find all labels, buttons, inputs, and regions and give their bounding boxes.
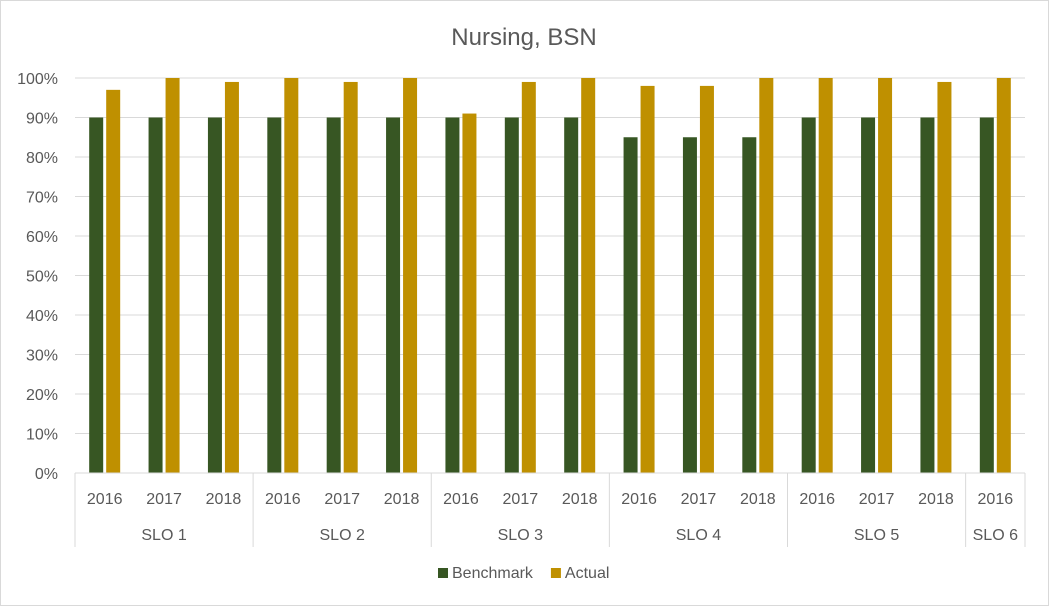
bar-actual — [521, 81, 536, 473]
y-tick-label: 50% — [26, 269, 58, 286]
x-group-label: SLO 3 — [498, 527, 543, 544]
bar-benchmark — [742, 137, 757, 473]
y-tick-label: 90% — [26, 111, 58, 128]
legend-swatch-actual — [550, 568, 561, 578]
y-tick-label: 0% — [35, 466, 58, 483]
bar-benchmark — [89, 117, 104, 473]
y-tick-label: 10% — [26, 427, 58, 444]
bar-actual — [759, 78, 774, 473]
x-tick-year: 2018 — [918, 491, 954, 508]
bar-benchmark — [564, 117, 579, 473]
bar-benchmark — [861, 117, 876, 473]
x-group-label: SLO 5 — [854, 527, 899, 544]
x-tick-year: 2016 — [621, 491, 657, 508]
bar-benchmark — [682, 137, 697, 473]
bar-actual — [699, 85, 714, 474]
x-tick-year: 2017 — [146, 491, 182, 508]
x-tick-year: 2017 — [859, 491, 895, 508]
bar-benchmark — [207, 117, 222, 473]
bar-actual — [818, 78, 833, 473]
x-tick-year: 2016 — [265, 491, 301, 508]
legend: Benchmark Actual — [438, 565, 609, 582]
x-tick-year: 2016 — [799, 491, 835, 508]
legend-label-benchmark: Benchmark — [452, 565, 534, 582]
bar-actual — [343, 81, 358, 473]
bar-actual — [165, 78, 180, 473]
legend-label-actual: Actual — [565, 565, 609, 582]
x-group-label: SLO 2 — [320, 527, 365, 544]
legend-swatch-benchmark — [438, 568, 448, 578]
bar-actual — [581, 78, 596, 473]
x-tick-year: 2017 — [503, 491, 539, 508]
bar-benchmark — [979, 117, 994, 473]
x-group-label: SLO 6 — [973, 527, 1018, 544]
y-tick-label: 70% — [26, 190, 58, 207]
x-group-label: SLO 1 — [141, 527, 186, 544]
y-tick-label: 80% — [26, 150, 58, 167]
y-tick-label: 60% — [26, 229, 58, 246]
bar-benchmark — [386, 117, 401, 473]
bar-actual — [937, 81, 952, 473]
bar-actual — [996, 78, 1011, 473]
x-tick-year: 2017 — [324, 491, 360, 508]
x-tick-year: 2018 — [384, 491, 420, 508]
y-tick-label: 100% — [17, 71, 58, 88]
bar-benchmark — [267, 117, 282, 473]
bar-actual — [106, 89, 121, 473]
bars — [89, 78, 1011, 474]
x-tick-year: 2018 — [206, 491, 242, 508]
bar-benchmark — [920, 117, 935, 473]
y-tick-label: 20% — [26, 387, 58, 404]
x-tick-year: 2016 — [443, 491, 479, 508]
bar-benchmark — [148, 117, 163, 473]
x-axis: 2016 2017 2018 SLO 1 2016 2017 2018 SLO 2 2016 20… — [74, 472, 1026, 547]
bar-actual — [284, 78, 299, 473]
bar-benchmark — [326, 117, 341, 473]
y-tick-label: 40% — [26, 308, 58, 325]
x-tick-year: 2017 — [681, 491, 717, 508]
y-axis: 0% 10% 20% 30% 40% 50% 60% 70% 80% 90% 100% — [17, 71, 58, 483]
x-tick-year: 2016 — [978, 491, 1014, 508]
chart-title: Nursing, BSN — [451, 24, 596, 51]
bar-actual — [462, 113, 477, 474]
bar-actual — [640, 85, 655, 474]
bar-benchmark — [504, 117, 519, 473]
bar-actual — [403, 78, 418, 473]
x-tick-year: 2016 — [87, 491, 123, 508]
x-group-label: SLO 4 — [676, 527, 721, 544]
bar-benchmark — [445, 117, 460, 473]
y-tick-label: 30% — [26, 348, 58, 365]
bar-benchmark — [623, 137, 638, 473]
bar-actual — [224, 81, 239, 473]
x-tick-year: 2018 — [740, 491, 776, 508]
bar-benchmark — [801, 117, 816, 473]
x-tick-year: 2018 — [562, 491, 598, 508]
bar-actual — [878, 78, 893, 473]
